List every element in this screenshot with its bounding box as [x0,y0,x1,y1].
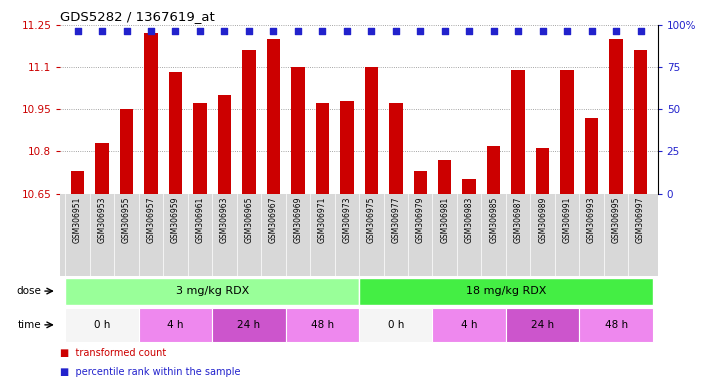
Point [145,28,156,35]
Point [292,28,304,35]
Text: dose: dose [16,286,41,296]
Point [219,28,230,35]
Bar [119,109,133,194]
Bar [316,103,329,194]
Bar [144,33,158,194]
Text: GSM306987: GSM306987 [513,197,523,243]
Text: 24 h: 24 h [531,320,554,330]
Point [194,28,205,35]
Bar [634,50,647,194]
Bar [291,67,304,194]
Bar [65,278,359,305]
Point [488,28,499,35]
Text: 0 h: 0 h [94,320,110,330]
Bar [438,160,451,194]
Text: time: time [17,320,41,330]
Point [610,28,621,35]
Text: ■  transformed count: ■ transformed count [60,348,166,358]
Bar [579,308,653,342]
Point [341,28,353,35]
Bar [169,73,182,194]
Bar [193,103,207,194]
Point [537,28,548,35]
Point [390,28,402,35]
Text: GSM306977: GSM306977 [391,197,400,243]
Text: GSM306961: GSM306961 [196,197,205,243]
Text: GSM306993: GSM306993 [587,197,596,243]
Bar [95,143,109,194]
Bar [585,118,599,194]
Bar [212,308,286,342]
Bar [267,39,280,194]
Bar [414,171,427,194]
Text: 18 mg/kg RDX: 18 mg/kg RDX [466,286,546,296]
Text: GSM306971: GSM306971 [318,197,327,243]
Bar [71,171,85,194]
Text: 4 h: 4 h [167,320,183,330]
Text: GSM306963: GSM306963 [220,197,229,243]
Bar [560,70,574,194]
Bar [432,308,506,342]
Bar [609,39,623,194]
Point [562,28,573,35]
Text: GSM306969: GSM306969 [294,197,302,243]
Point [635,28,646,35]
Text: GSM306991: GSM306991 [562,197,572,243]
Text: GSM306959: GSM306959 [171,197,180,243]
Text: 4 h: 4 h [461,320,478,330]
Text: GSM306953: GSM306953 [97,197,107,243]
Point [586,28,597,35]
Text: GSM306983: GSM306983 [465,197,474,243]
Bar [286,308,359,342]
Text: GSM306975: GSM306975 [367,197,376,243]
Text: GSM306955: GSM306955 [122,197,131,243]
Bar [242,50,256,194]
Bar [365,67,378,194]
Text: GSM306981: GSM306981 [440,197,449,243]
Bar [462,179,476,194]
Text: GSM306951: GSM306951 [73,197,82,243]
Point [513,28,524,35]
Text: GSM306979: GSM306979 [416,197,424,243]
Bar [218,95,231,194]
Text: GSM306989: GSM306989 [538,197,547,243]
Text: GSM306965: GSM306965 [245,197,253,243]
Text: GDS5282 / 1367619_at: GDS5282 / 1367619_at [60,10,215,23]
Bar [359,308,432,342]
Point [97,28,108,35]
Bar [389,103,402,194]
Bar [139,308,212,342]
Text: 0 h: 0 h [387,320,404,330]
Text: GSM306997: GSM306997 [636,197,645,243]
Point [365,28,377,35]
Text: 48 h: 48 h [311,320,334,330]
Point [316,28,328,35]
Text: GSM306973: GSM306973 [342,197,351,243]
Bar [359,278,653,305]
Bar [506,308,579,342]
Text: GSM306995: GSM306995 [611,197,621,243]
Text: GSM306967: GSM306967 [269,197,278,243]
Bar [340,101,353,194]
Text: 3 mg/kg RDX: 3 mg/kg RDX [176,286,249,296]
Point [72,28,83,35]
Point [121,28,132,35]
Bar [487,146,501,194]
Bar [511,70,525,194]
Text: GSM306985: GSM306985 [489,197,498,243]
Point [170,28,181,35]
Point [415,28,426,35]
Point [268,28,279,35]
Text: ■  percentile rank within the sample: ■ percentile rank within the sample [60,367,241,377]
Text: 24 h: 24 h [237,320,260,330]
Text: 48 h: 48 h [604,320,628,330]
Bar [65,308,139,342]
Point [243,28,255,35]
Bar [536,149,550,194]
Point [464,28,475,35]
Text: GSM306957: GSM306957 [146,197,156,243]
Point [439,28,450,35]
